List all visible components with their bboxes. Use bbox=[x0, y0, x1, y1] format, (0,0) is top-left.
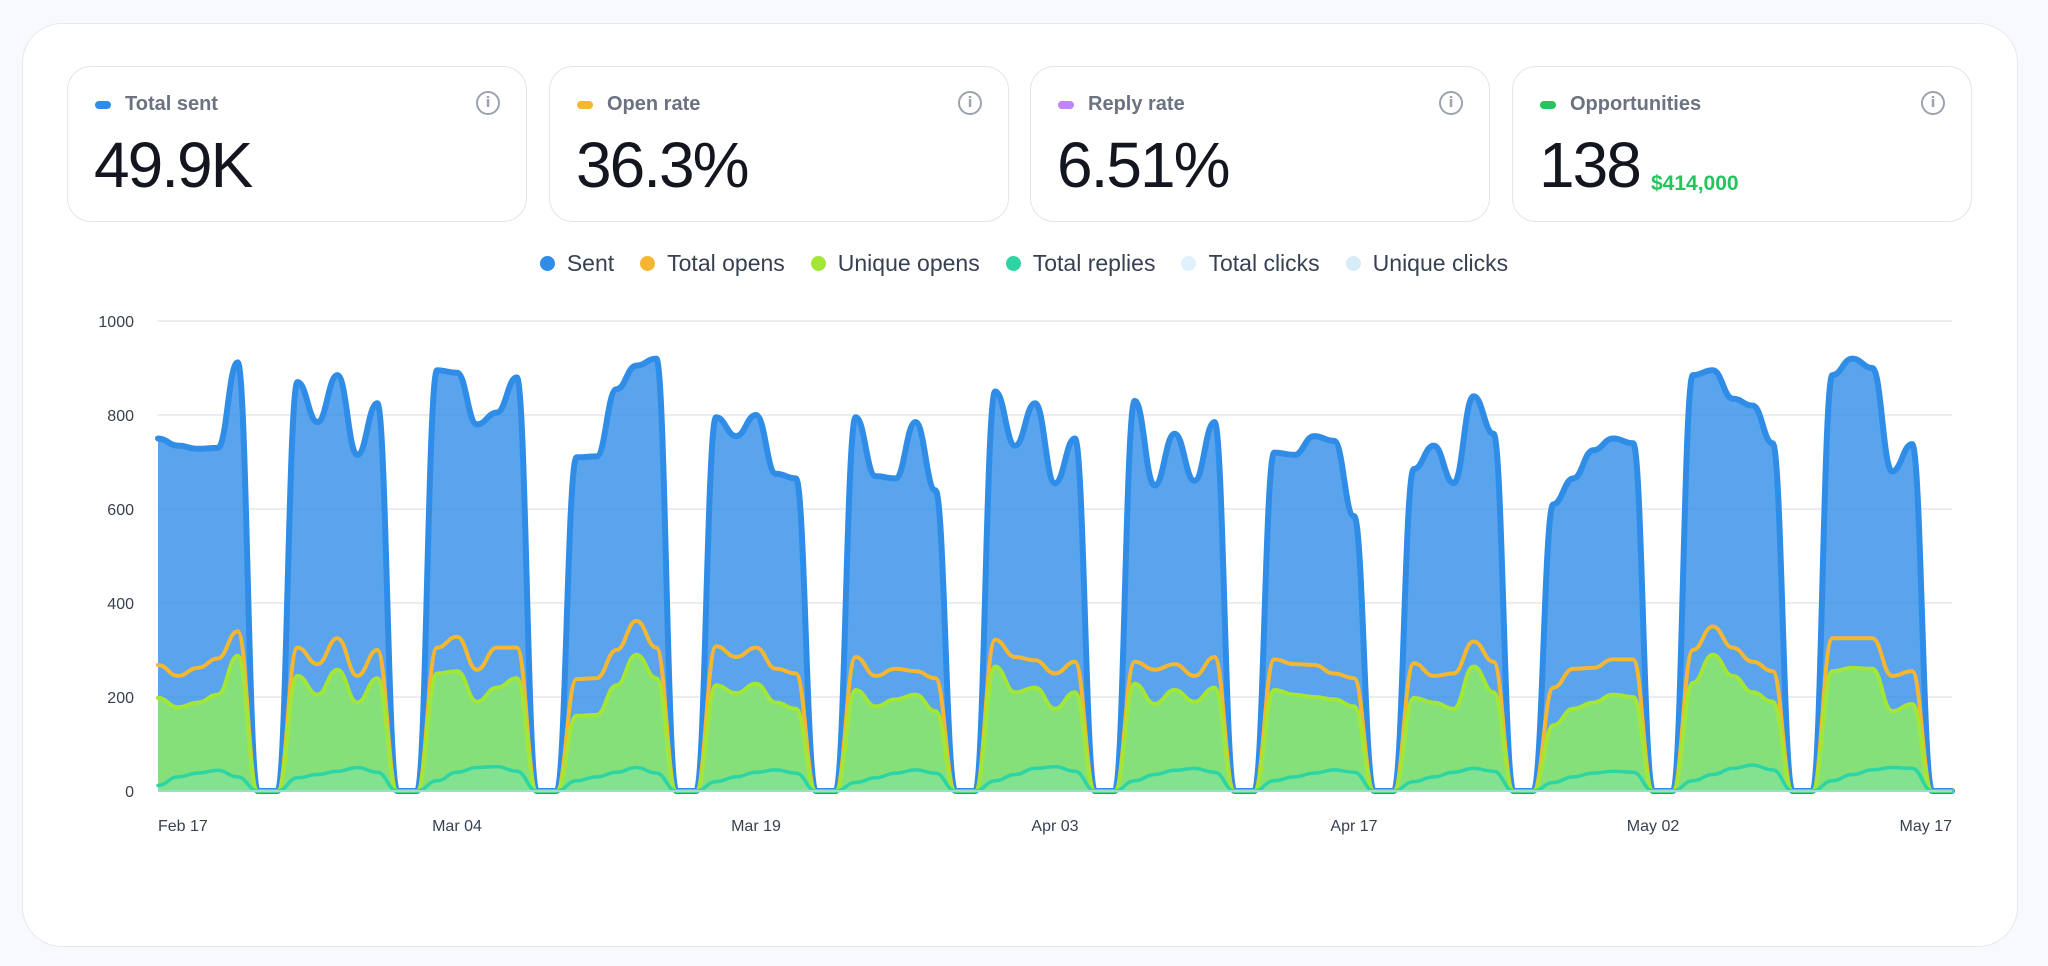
legend-dot bbox=[539, 256, 555, 271]
info-icon[interactable]: i bbox=[958, 91, 982, 115]
legend-item-unique-clicks[interactable]: Unique clicks bbox=[1345, 250, 1509, 277]
legend-label: Sent bbox=[566, 250, 615, 276]
stat-card-opportunities: Opportunities i 138 $414,000 bbox=[1512, 66, 1972, 222]
stat-card-open-rate: Open rate i 36.3% bbox=[549, 66, 1009, 222]
card-value: 138 bbox=[1539, 129, 1642, 201]
chart-legend: Sent Total opens Unique opens Total replies… bbox=[0, 250, 2048, 277]
legend-item-total-opens[interactable]: Total opens bbox=[640, 250, 785, 277]
legend-dot bbox=[1345, 256, 1361, 271]
y-tick-label: 0 bbox=[125, 784, 134, 801]
legend-label: Unique clicks bbox=[1372, 250, 1509, 276]
x-tick-label: Apr 17 bbox=[1330, 818, 1377, 835]
y-tick-label: 200 bbox=[107, 690, 134, 707]
info-icon[interactable]: i bbox=[476, 91, 500, 115]
stat-card-total-sent: Total sent i 49.9K bbox=[67, 66, 527, 222]
legend-item-unique-opens[interactable]: Unique opens bbox=[810, 250, 980, 277]
x-tick-label: May 02 bbox=[1627, 818, 1680, 835]
accent-dash bbox=[1058, 100, 1074, 109]
x-tick-label: Mar 19 bbox=[731, 818, 781, 835]
card-title: Reply rate bbox=[1088, 93, 1185, 115]
card-header: Reply rate bbox=[1058, 93, 1185, 116]
card-title: Opportunities bbox=[1570, 93, 1702, 115]
legend-item-total-clicks[interactable]: Total clicks bbox=[1181, 250, 1320, 277]
y-tick-label: 800 bbox=[107, 408, 134, 425]
card-title: Total sent bbox=[125, 93, 218, 115]
card-value: 6.51% bbox=[1057, 129, 1230, 201]
legend-dot bbox=[1181, 256, 1197, 271]
card-header: Opportunities bbox=[1540, 93, 1701, 116]
legend-label: Total opens bbox=[667, 250, 785, 276]
legend-label: Total replies bbox=[1032, 250, 1156, 276]
x-tick-label: Apr 03 bbox=[1031, 818, 1078, 835]
legend-item-sent[interactable]: Sent bbox=[539, 250, 615, 277]
legend-dot bbox=[810, 256, 826, 271]
x-tick-label: Feb 17 bbox=[158, 818, 208, 835]
legend-item-total-replies[interactable]: Total replies bbox=[1005, 250, 1156, 277]
stat-card-reply-rate: Reply rate i 6.51% bbox=[1030, 66, 1490, 222]
opportunities-amount: $414,000 bbox=[1651, 172, 1739, 195]
y-tick-label: 1000 bbox=[98, 314, 134, 331]
legend-dot bbox=[1005, 256, 1021, 271]
card-header: Open rate bbox=[577, 93, 700, 116]
y-tick-label: 600 bbox=[107, 502, 134, 519]
card-value: 36.3% bbox=[576, 129, 749, 201]
card-header: Total sent bbox=[95, 93, 218, 116]
card-value: 49.9K bbox=[94, 129, 253, 201]
legend-dot bbox=[640, 256, 656, 271]
info-icon[interactable]: i bbox=[1921, 91, 1945, 115]
info-icon[interactable]: i bbox=[1439, 91, 1463, 115]
y-tick-label: 400 bbox=[107, 596, 134, 613]
x-tick-label: May 17 bbox=[1900, 818, 1953, 835]
card-title: Open rate bbox=[607, 93, 701, 115]
legend-label: Total clicks bbox=[1208, 250, 1320, 276]
x-tick-label: Mar 04 bbox=[432, 818, 482, 835]
accent-dash bbox=[95, 100, 111, 109]
accent-dash bbox=[577, 100, 593, 109]
accent-dash bbox=[1540, 100, 1556, 109]
legend-label: Unique opens bbox=[837, 250, 980, 276]
